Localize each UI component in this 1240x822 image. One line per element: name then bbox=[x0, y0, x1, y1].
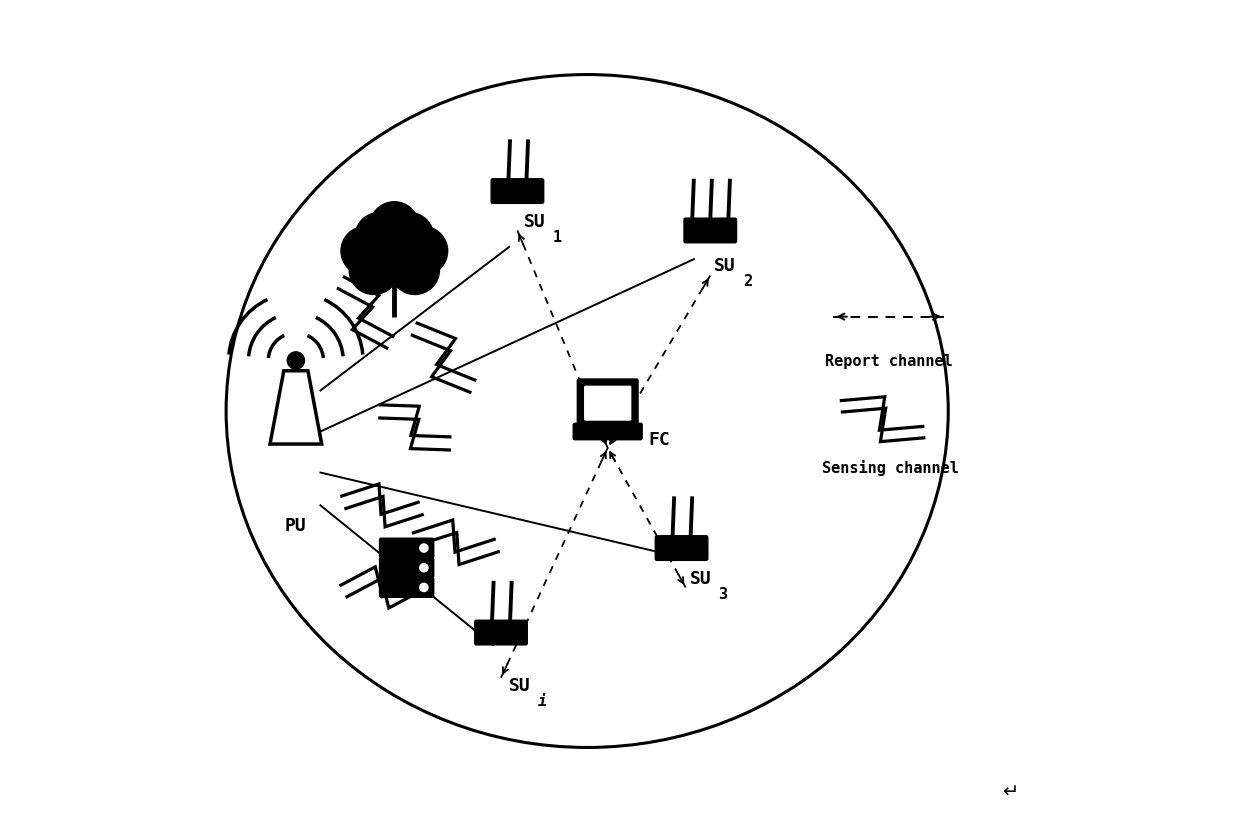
FancyBboxPatch shape bbox=[573, 423, 642, 440]
Circle shape bbox=[288, 352, 305, 369]
Text: SU: SU bbox=[510, 677, 531, 695]
Circle shape bbox=[420, 544, 428, 552]
Circle shape bbox=[350, 245, 398, 294]
FancyBboxPatch shape bbox=[379, 558, 434, 578]
FancyBboxPatch shape bbox=[684, 218, 737, 242]
Circle shape bbox=[384, 212, 434, 261]
FancyBboxPatch shape bbox=[379, 578, 434, 598]
Text: i: i bbox=[538, 694, 547, 709]
Circle shape bbox=[341, 226, 391, 275]
Circle shape bbox=[391, 245, 439, 294]
Polygon shape bbox=[270, 371, 321, 444]
Text: 3: 3 bbox=[718, 588, 728, 603]
FancyBboxPatch shape bbox=[475, 621, 527, 645]
Text: 1: 1 bbox=[553, 230, 562, 246]
Circle shape bbox=[355, 212, 404, 261]
Circle shape bbox=[420, 564, 428, 572]
Text: SU: SU bbox=[525, 213, 546, 231]
Circle shape bbox=[420, 584, 428, 592]
FancyBboxPatch shape bbox=[491, 178, 543, 203]
Text: Report channel: Report channel bbox=[825, 354, 952, 369]
Text: FC: FC bbox=[649, 431, 671, 449]
Text: Sensing channel: Sensing channel bbox=[822, 460, 960, 477]
Text: SU: SU bbox=[714, 256, 737, 275]
FancyBboxPatch shape bbox=[585, 386, 631, 420]
Text: ↵: ↵ bbox=[1002, 783, 1018, 802]
Circle shape bbox=[398, 226, 448, 275]
Text: PU: PU bbox=[285, 517, 306, 535]
FancyBboxPatch shape bbox=[655, 536, 708, 561]
Circle shape bbox=[370, 230, 419, 279]
FancyBboxPatch shape bbox=[379, 538, 434, 558]
Text: 2: 2 bbox=[743, 274, 753, 289]
Circle shape bbox=[370, 201, 419, 251]
Text: SU: SU bbox=[689, 570, 712, 589]
FancyBboxPatch shape bbox=[578, 379, 639, 427]
